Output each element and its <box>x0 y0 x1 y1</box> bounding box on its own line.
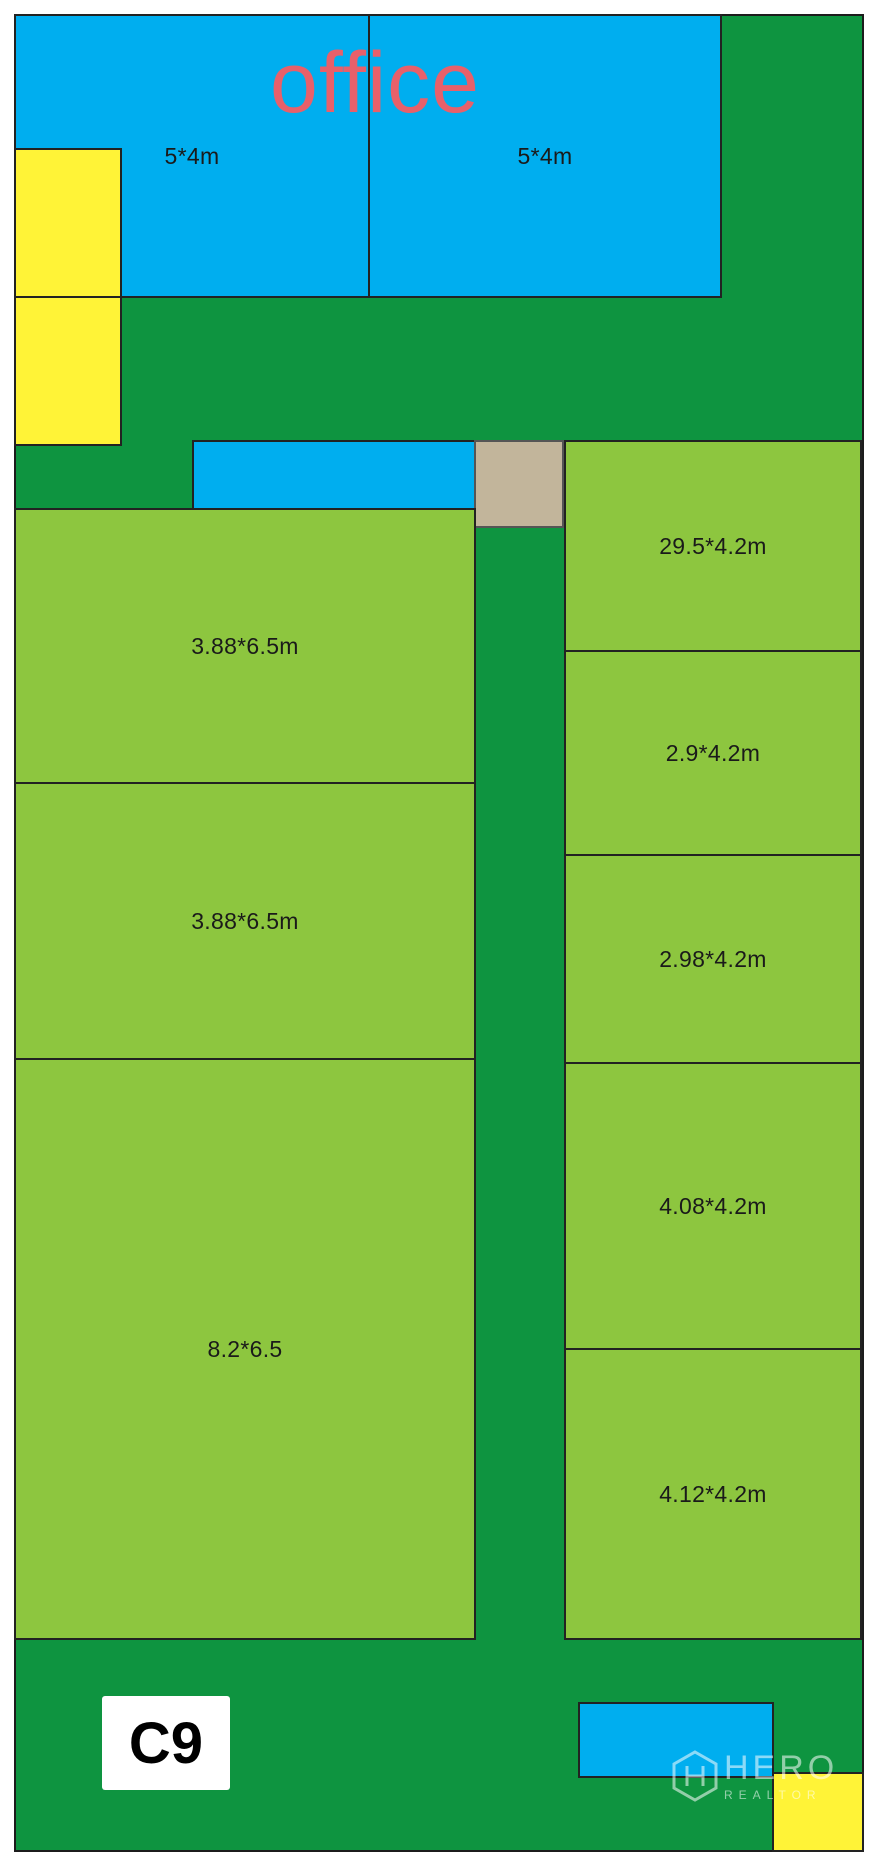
office-label: office <box>270 35 480 131</box>
right-room-2: 2.9*4.2m <box>564 650 862 856</box>
yellow-block-corner <box>772 1772 864 1852</box>
watermark-name: HERO <box>724 1748 839 1787</box>
right-room-5-dimension: 4.12*4.2m <box>659 1480 767 1507</box>
right-room-4-dimension: 4.08*4.2m <box>659 1192 767 1219</box>
left-room-1: 3.88*6.5m <box>14 508 476 784</box>
right-room-1: 29.5*4.2m <box>564 440 862 652</box>
right-room-1-dimension: 29.5*4.2m <box>659 532 767 559</box>
right-room-5: 4.12*4.2m <box>564 1348 862 1640</box>
plot-label: C9 <box>128 1710 204 1776</box>
right-room-3-dimension: 2.98*4.2m <box>659 945 767 972</box>
yellow-block-top <box>14 148 122 298</box>
left-room-3: 8.2*6.5 <box>14 1058 476 1640</box>
plot-label-box: C9 <box>102 1696 230 1790</box>
yellow-block-bottom <box>14 296 122 446</box>
watermark-subtitle: REALTOR <box>724 1787 822 1802</box>
blue-strip-middle <box>192 440 476 510</box>
office-room-right-dimension: 5*4m <box>517 142 573 169</box>
stair-block <box>474 440 564 528</box>
blue-block-bottom <box>578 1702 774 1778</box>
left-room-3-dimension: 8.2*6.5 <box>207 1335 283 1362</box>
right-room-3: 2.98*4.2m <box>564 854 862 1064</box>
office-room-left-dimension: 5*4m <box>164 142 220 169</box>
left-room-2-dimension: 3.88*6.5m <box>191 907 299 934</box>
right-room-4: 4.08*4.2m <box>564 1062 862 1350</box>
left-room-2: 3.88*6.5m <box>14 782 476 1060</box>
right-room-2-dimension: 2.9*4.2m <box>665 739 761 766</box>
hero-logo-icon <box>672 1750 718 1802</box>
left-room-1-dimension: 3.88*6.5m <box>191 632 299 659</box>
office-room-right: 5*4m <box>368 14 722 298</box>
hero-realtor-watermark: HERO REALTOR <box>672 1746 852 1806</box>
